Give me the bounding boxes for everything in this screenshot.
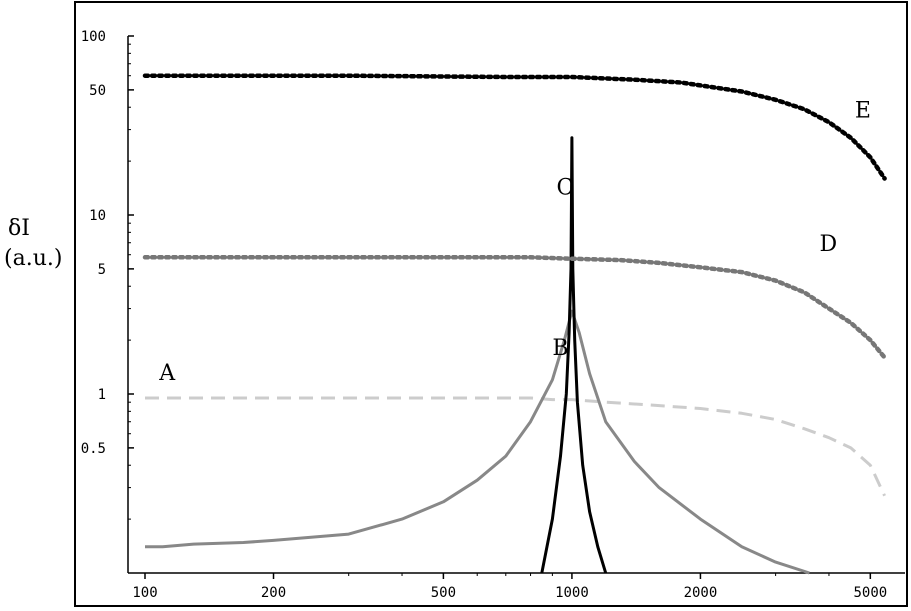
- series-d-line: [142, 255, 887, 360]
- labels-layer: A B C D E: [158, 99, 871, 386]
- y-axis-label-line2: (a.u.): [4, 246, 63, 271]
- series-a-line: [145, 396, 886, 497]
- x-tick-label: 1000: [555, 585, 589, 601]
- series-layer: [142, 73, 887, 575]
- y-tick-label: 0.5: [81, 441, 106, 457]
- y-tick-label: 1: [98, 387, 106, 403]
- plot-frame: [74, 1, 908, 607]
- x-tick-label: 2000: [684, 585, 718, 601]
- curve-label-e: E: [855, 99, 871, 124]
- series-c-line: [540, 136, 608, 574]
- x-tick-label: 100: [132, 585, 157, 601]
- curve-label-b: B: [552, 336, 568, 361]
- series-e-line: [142, 73, 887, 181]
- x-tick-label: 200: [261, 585, 286, 601]
- axes: 100 200 500 1000 2000 5000 100 50 10 5 1 0.5: [81, 29, 905, 601]
- x-tick-label: 5000: [853, 585, 887, 601]
- y-tick-label: 5: [98, 262, 106, 278]
- x-tick-label: 500: [431, 585, 456, 601]
- y-axis-label-line1: δI: [8, 216, 30, 241]
- series-b-line: [145, 309, 810, 575]
- y-tick-label: 10: [89, 208, 106, 224]
- y-tick-label: 50: [89, 83, 106, 99]
- y-axis-label: δI (a.u.): [4, 214, 62, 274]
- curve-label-d: D: [819, 232, 837, 257]
- curve-label-c: C: [556, 176, 573, 201]
- curve-label-a: A: [158, 361, 176, 386]
- y-tick-label: 100: [81, 29, 106, 45]
